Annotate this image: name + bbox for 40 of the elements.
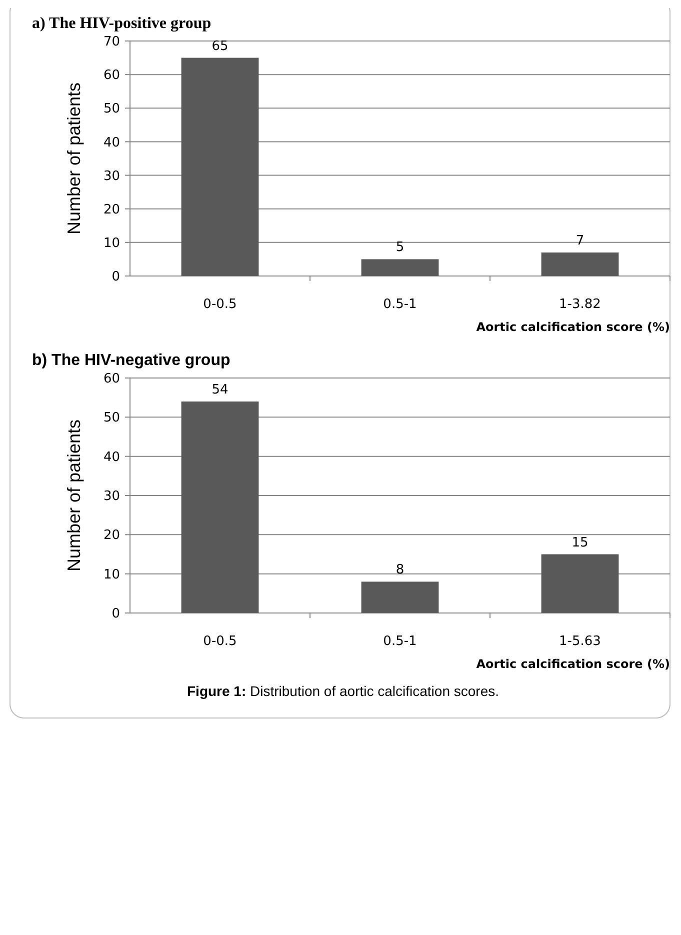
- chart-title: b) The HIV-negative group: [32, 352, 230, 369]
- y-tick-label: 40: [103, 450, 120, 465]
- data-label: 5: [396, 240, 404, 256]
- y-tick-label: 0: [112, 270, 120, 285]
- y-tick-label: 30: [103, 489, 120, 504]
- data-label: 8: [396, 562, 404, 578]
- x-tick-label: 1-3.82: [559, 297, 601, 312]
- y-tick-label: 10: [103, 567, 120, 582]
- bar: [361, 259, 439, 276]
- data-label: 54: [212, 382, 228, 398]
- bar: [181, 58, 259, 276]
- y-tick-label: 10: [103, 236, 120, 251]
- y-tick-label: 50: [103, 410, 120, 426]
- data-label: 15: [572, 535, 588, 550]
- data-label: 7: [576, 234, 584, 248]
- y-tick-label: 60: [103, 68, 120, 84]
- x-axis-title: Aortic calcification score (%): [476, 657, 670, 671]
- y-tick-label: 40: [103, 135, 120, 150]
- x-tick-label: 0.5-1: [383, 634, 417, 649]
- y-tick-label: 0: [112, 606, 120, 622]
- bar: [541, 252, 619, 276]
- caption: Figure 1: Distribution of aortic calcification scores.: [187, 683, 499, 699]
- x-tick-label: 0-0.5: [203, 297, 237, 312]
- data-label: 65: [212, 38, 228, 54]
- x-tick-label: 0-0.5: [203, 634, 237, 649]
- x-tick-label: 0.5-1: [383, 297, 417, 312]
- y-tick-label: 30: [103, 168, 120, 184]
- bar: [181, 402, 259, 613]
- y-tick-label: 20: [103, 202, 120, 218]
- bar: [361, 582, 439, 613]
- y-tick-label: 70: [103, 34, 120, 50]
- bar: [541, 554, 619, 613]
- y-tick-label: 50: [103, 102, 120, 117]
- y-axis-title: Number of patients: [64, 82, 84, 235]
- y-axis-title: Number of patients: [64, 419, 84, 572]
- x-axis-title: Aortic calcification score (%): [476, 320, 670, 334]
- y-tick-label: 60: [103, 372, 120, 387]
- chart-title: a) The HIV-positive group: [32, 15, 212, 32]
- y-tick-label: 20: [103, 528, 120, 544]
- x-tick-label: 1-5.63: [559, 634, 601, 649]
